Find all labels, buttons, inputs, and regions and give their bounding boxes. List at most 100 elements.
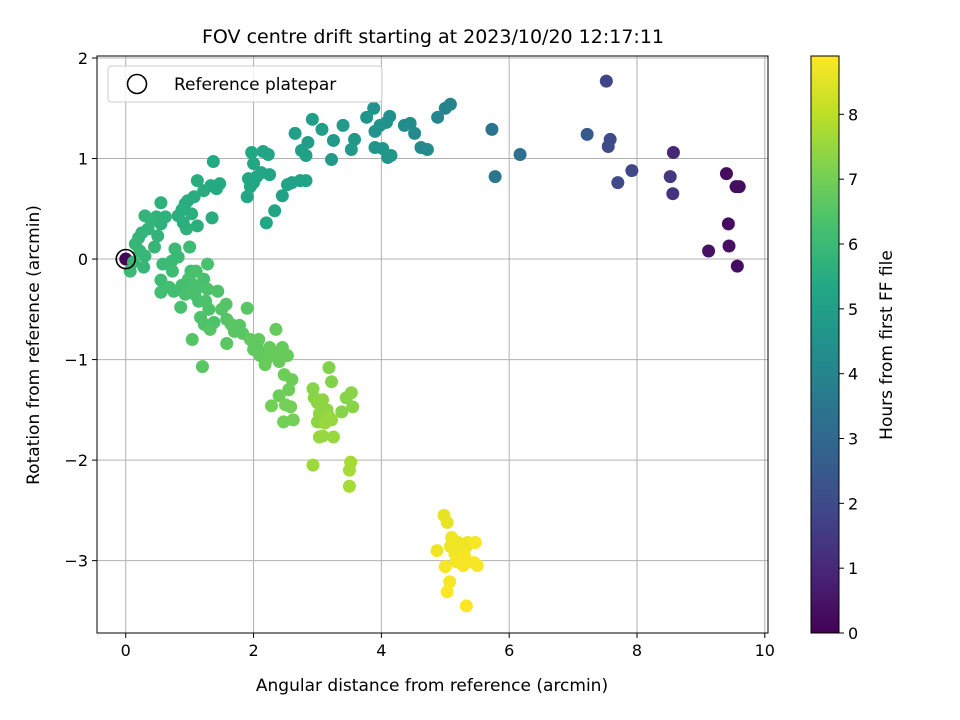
y-tick-label: 1 xyxy=(78,150,88,169)
data-point xyxy=(190,219,204,233)
colorbar-tick-label: 4 xyxy=(848,365,858,384)
data-point xyxy=(663,170,677,184)
data-point xyxy=(247,157,261,171)
data-point xyxy=(185,332,199,346)
data-point xyxy=(625,164,639,178)
data-point xyxy=(154,196,168,210)
data-point xyxy=(211,284,225,298)
x-tick-label: 10 xyxy=(755,641,775,660)
data-point xyxy=(325,153,339,167)
data-point xyxy=(219,297,233,311)
data-point xyxy=(344,142,358,156)
data-point xyxy=(137,260,151,274)
data-point xyxy=(168,242,182,256)
data-point xyxy=(360,110,374,124)
data-point xyxy=(666,187,680,201)
data-point xyxy=(201,257,215,271)
data-point xyxy=(205,211,219,225)
data-point xyxy=(299,174,313,188)
data-point xyxy=(384,149,398,163)
data-point xyxy=(468,536,482,550)
colorbar-tick-label: 3 xyxy=(848,430,858,449)
reference-platepar-marker xyxy=(115,248,137,270)
data-point xyxy=(443,575,457,589)
data-point xyxy=(348,132,362,146)
data-point xyxy=(189,264,203,278)
data-point xyxy=(325,375,339,389)
colorbar-tick-label: 0 xyxy=(848,624,858,643)
data-point xyxy=(316,429,330,443)
chart-title: FOV centre drift starting at 2023/10/20 … xyxy=(202,26,664,48)
data-point xyxy=(138,209,152,223)
data-point xyxy=(138,249,152,263)
data-point xyxy=(485,122,499,136)
colorbar-gradient xyxy=(810,55,840,634)
data-point xyxy=(702,244,716,258)
data-point xyxy=(148,240,162,254)
y-tick-label: −2 xyxy=(64,451,88,470)
data-point xyxy=(269,322,283,336)
data-point xyxy=(245,146,259,160)
data-point xyxy=(165,264,179,278)
colorbar-tick-label: 2 xyxy=(848,494,858,513)
data-point xyxy=(315,122,329,136)
y-tick-label: −3 xyxy=(64,552,88,571)
data-point xyxy=(368,124,382,138)
y-tick-label: 2 xyxy=(78,49,88,68)
y-axis-label: Rotation from reference (arcmin) xyxy=(24,205,44,485)
data-point xyxy=(344,386,358,400)
reference-marker-layer xyxy=(115,248,137,270)
data-point xyxy=(174,300,188,314)
colorbar-tick-label: 8 xyxy=(848,105,858,124)
scatter-points xyxy=(119,74,746,613)
data-point xyxy=(599,74,613,88)
data-point xyxy=(202,302,216,316)
data-point xyxy=(241,172,255,186)
data-point xyxy=(722,239,736,253)
data-point xyxy=(438,560,452,574)
y-tick-label: −1 xyxy=(64,351,88,370)
data-point xyxy=(185,207,199,221)
data-point xyxy=(176,216,190,230)
colorbar-tick-label: 6 xyxy=(848,235,858,254)
data-point xyxy=(440,585,454,599)
data-point xyxy=(178,287,192,301)
data-point xyxy=(438,101,452,115)
y-tick-label: 0 xyxy=(78,250,88,269)
data-point xyxy=(220,336,234,350)
data-point xyxy=(306,458,320,472)
data-point xyxy=(325,413,339,427)
data-point xyxy=(601,139,615,153)
data-point xyxy=(206,155,220,169)
data-point xyxy=(282,383,296,397)
data-point xyxy=(284,400,298,414)
data-point xyxy=(342,479,356,493)
plot-area: 0 2 4 6 8 10 −3 −2 −1 0 1 2 xyxy=(64,49,775,660)
data-point xyxy=(259,216,273,230)
data-point xyxy=(268,204,282,218)
x-tick-label: 0 xyxy=(121,641,131,660)
data-point xyxy=(414,140,428,154)
data-point xyxy=(580,127,594,141)
data-point xyxy=(275,189,289,203)
colorbar-label: Hours from first FF file xyxy=(877,250,897,440)
data-point xyxy=(316,393,330,407)
x-axis-label: Angular distance from reference (arcmin) xyxy=(256,676,608,696)
data-point xyxy=(261,148,275,162)
data-point xyxy=(367,101,381,115)
data-point xyxy=(513,148,527,162)
x-tick-label: 2 xyxy=(248,641,258,660)
data-point xyxy=(666,146,680,160)
data-point xyxy=(730,259,744,273)
data-point xyxy=(240,190,254,204)
data-point xyxy=(288,126,302,140)
axis-ticks: 0 2 4 6 8 10 −3 −2 −1 0 1 2 xyxy=(64,49,775,660)
data-point xyxy=(719,167,733,181)
data-point xyxy=(459,599,473,613)
x-tick-label: 6 xyxy=(504,641,514,660)
data-point xyxy=(456,559,470,573)
data-point xyxy=(336,118,350,132)
data-point xyxy=(346,400,360,414)
data-point xyxy=(397,118,411,132)
